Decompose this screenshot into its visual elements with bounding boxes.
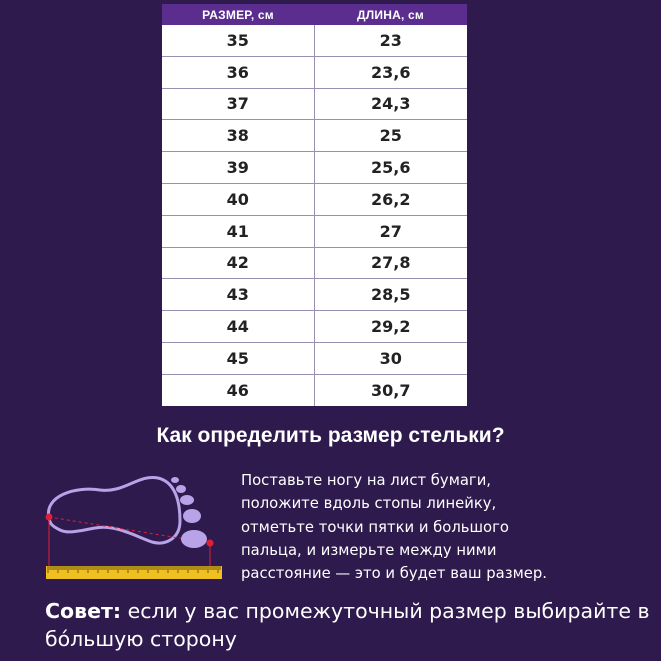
- tip-text: если у вас промежуточный размер выбирайт…: [45, 599, 650, 651]
- table-header-row: РАЗМЕР, см ДЛИНА, см: [162, 4, 467, 25]
- size-cell: 45: [162, 342, 315, 375]
- length-cell: 28,5: [314, 278, 467, 312]
- howto-heading: Как определить размер стельки?: [156, 424, 505, 447]
- size-cell: 42: [162, 247, 315, 280]
- table-row: 41 27: [162, 215, 467, 248]
- table-row: 35 23: [162, 25, 467, 57]
- size-cell: 36: [162, 56, 315, 89]
- length-cell: 30: [314, 342, 467, 375]
- length-cell: 26,2: [314, 183, 467, 216]
- table-row: 36 23,6: [162, 56, 467, 89]
- toe-icon: [183, 509, 201, 523]
- header-size: РАЗМЕР, см: [162, 4, 314, 25]
- length-cell: 23: [314, 25, 467, 57]
- size-cell: 38: [162, 119, 315, 153]
- length-cell: 25: [314, 119, 467, 153]
- table-row: 42 27,8: [162, 247, 467, 280]
- tip: Совет: если у вас промежуточный размер в…: [45, 597, 655, 653]
- size-cell: 43: [162, 278, 315, 312]
- length-cell: 23,6: [314, 56, 467, 89]
- header-length: ДЛИНА, см: [314, 4, 467, 25]
- table-row: 46 30,7: [162, 374, 467, 406]
- toe-icon: [171, 477, 179, 483]
- toe-icon: [181, 530, 207, 548]
- table-row: 38 25: [162, 119, 467, 153]
- size-cell: 39: [162, 151, 315, 184]
- table-row: 45 30: [162, 342, 467, 375]
- toe-marker-icon: [206, 539, 214, 547]
- length-cell: 27,8: [314, 247, 467, 280]
- size-cell: 35: [162, 25, 315, 57]
- length-cell: 30,7: [314, 374, 467, 406]
- size-cell: 41: [162, 215, 315, 248]
- size-cell: 44: [162, 310, 315, 343]
- length-cell: 25,6: [314, 151, 467, 184]
- foot-measure-illustration: [45, 475, 222, 579]
- table-row: 37 24,3: [162, 88, 467, 121]
- heel-marker-icon: [45, 513, 53, 521]
- table-body: 35 23 36 23,6 37 24,3 38 25 39 25,6 40 26,2 41 27 42 27…: [162, 25, 467, 406]
- toe-icon: [180, 495, 194, 505]
- table-row: 39 25,6: [162, 151, 467, 184]
- ruler-icon: [46, 566, 222, 579]
- size-cell: 46: [162, 374, 315, 406]
- size-cell: 37: [162, 88, 315, 121]
- tip-label: Совет:: [45, 599, 122, 623]
- length-cell: 29,2: [314, 310, 467, 343]
- length-cell: 27: [314, 215, 467, 248]
- foot-outline-icon: [47, 475, 182, 545]
- toe-icon: [176, 485, 186, 493]
- instructions-text: Поставьте ногу на лист бумаги, положите …: [241, 472, 547, 583]
- length-cell: 24,3: [314, 88, 467, 121]
- size-table: РАЗМЕР, см ДЛИНА, см 35 23 36 23,6 37 24,3 38 2…: [162, 4, 467, 406]
- table-row: 43 28,5: [162, 278, 467, 312]
- table-row: 40 26,2: [162, 183, 467, 216]
- size-cell: 40: [162, 183, 315, 216]
- table-row: 44 29,2: [162, 310, 467, 343]
